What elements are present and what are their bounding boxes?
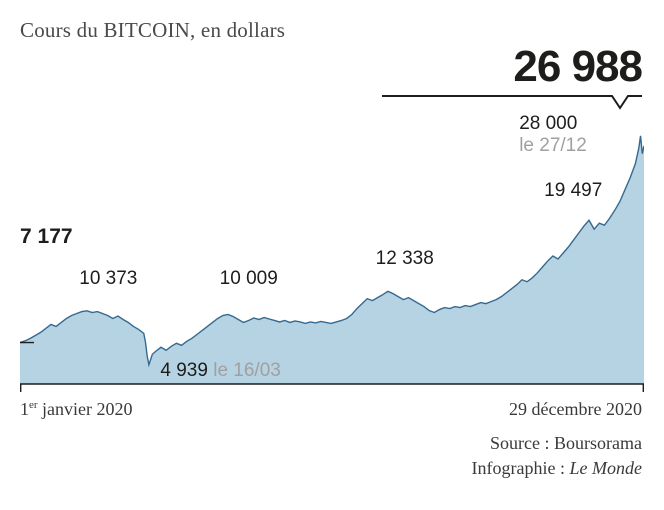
annotation-peak4: 19 497 (544, 180, 602, 202)
chart-title: Cours du BITCOIN, en dollars (20, 18, 285, 43)
source-line: Source : Boursorama (472, 431, 642, 455)
annotation-high: 28 000le 27/12 (519, 113, 587, 157)
infographic-line: Infographie : Le Monde (472, 456, 642, 480)
annotation-peak1: 10 373 (79, 268, 137, 290)
latest-value-callout: 26 988 (513, 42, 642, 92)
annotation-low: 4 939 le 16/03 (160, 360, 280, 382)
annotation-peak2: 10 009 (220, 268, 278, 290)
x-axis-end-label: 29 décembre 2020 (509, 399, 642, 420)
x-axis-start-label: 1er janvier 2020 (20, 399, 133, 420)
annotation-peak3: 12 338 (376, 248, 434, 270)
chart-footer: Source : Boursorama Infographie : Le Mon… (472, 431, 642, 480)
annotation-start: 7 177 (20, 225, 73, 249)
